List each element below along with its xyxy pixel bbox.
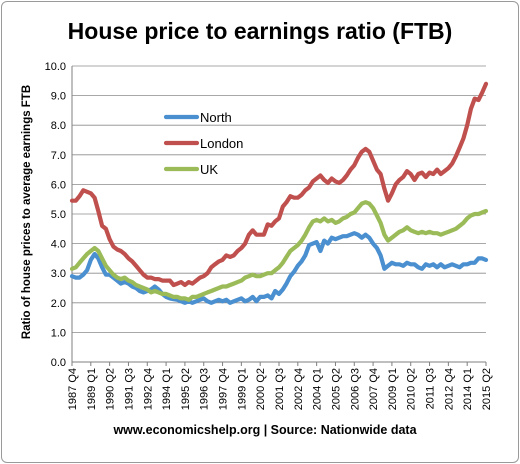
gridlines (72, 65, 486, 333)
x-tick-label: 1996 Q3 (199, 368, 211, 410)
x-tick-label: 2005 Q2 (330, 368, 342, 410)
source-caption: www.economicshelp.org | Source: Nationwi… (112, 423, 417, 437)
series-line-uk (69, 200, 489, 302)
y-tick-label: 8.0 (51, 120, 66, 132)
y-tick-label: 4.0 (51, 239, 66, 251)
x-tick-label: 2014 Q1 (462, 368, 474, 410)
x-tick-label: 1992 Q4 (142, 368, 154, 410)
x-tick-label: 2006 Q3 (349, 368, 361, 410)
legend-label-london: London (200, 136, 243, 151)
series-line-london (69, 81, 489, 288)
axes (71, 66, 487, 366)
y-tick-label: 10.0 (45, 61, 66, 73)
series-lines (69, 81, 489, 305)
series-line-north (69, 231, 489, 305)
y-tick-label: 9.0 (51, 91, 66, 103)
x-tick-label: 2007 Q4 (368, 368, 380, 410)
legend-label-uk: UK (200, 162, 218, 177)
x-tick-labels: 1987 Q4 1989 Q1 1990 Q2 1991 Q3 1992 Q4 1994 … (67, 368, 493, 410)
x-tick-label: 2015 Q2 (481, 368, 493, 410)
y-tick-label: 0.0 (51, 357, 66, 369)
x-tick-label: 1987 Q4 (67, 368, 79, 410)
y-tick-label: 1.0 (51, 327, 66, 339)
x-tick-label: 2001 Q3 (274, 368, 286, 410)
y-tick-label: 6.0 (51, 179, 66, 191)
y-axis-label: Ratio of house prices to average earning… (21, 85, 33, 339)
y-tick-label: 7.0 (51, 150, 66, 162)
x-tick-label: 2011 Q3 (425, 368, 437, 409)
chart-title: House price to earnings ratio (FTB) (68, 18, 453, 44)
y-tick-label: 3.0 (51, 268, 66, 280)
x-tick-label: 2010 Q2 (406, 368, 418, 410)
x-tick-label: 2009 Q1 (387, 368, 399, 410)
x-tick-label: 1990 Q2 (105, 368, 117, 410)
legend-label-north: North (200, 110, 232, 125)
x-tick-label: 2000 Q2 (255, 368, 267, 410)
x-tick-label: 1999 Q1 (236, 368, 248, 410)
x-tick-label: 1994 Q1 (161, 368, 173, 410)
x-tick-label: 1991 Q3 (123, 368, 135, 410)
y-tick-label: 5.0 (51, 209, 66, 221)
x-tick-label: 2004 Q1 (312, 368, 324, 410)
x-tick-label: 1989 Q1 (86, 368, 98, 410)
x-tick-label: 2002 Q4 (293, 368, 305, 410)
x-tick-label: 1995 Q2 (180, 368, 192, 410)
y-tick-label: 2.0 (51, 298, 66, 310)
x-tick-label: 1997 Q4 (218, 368, 230, 410)
legend: North London UK (163, 110, 243, 177)
x-tick-label: 2012 Q4 (443, 368, 455, 410)
y-tick-labels: 0.0 1.0 2.0 3.0 4.0 5.0 6.0 7.0 8.0 9.0 10.0 (45, 61, 66, 369)
